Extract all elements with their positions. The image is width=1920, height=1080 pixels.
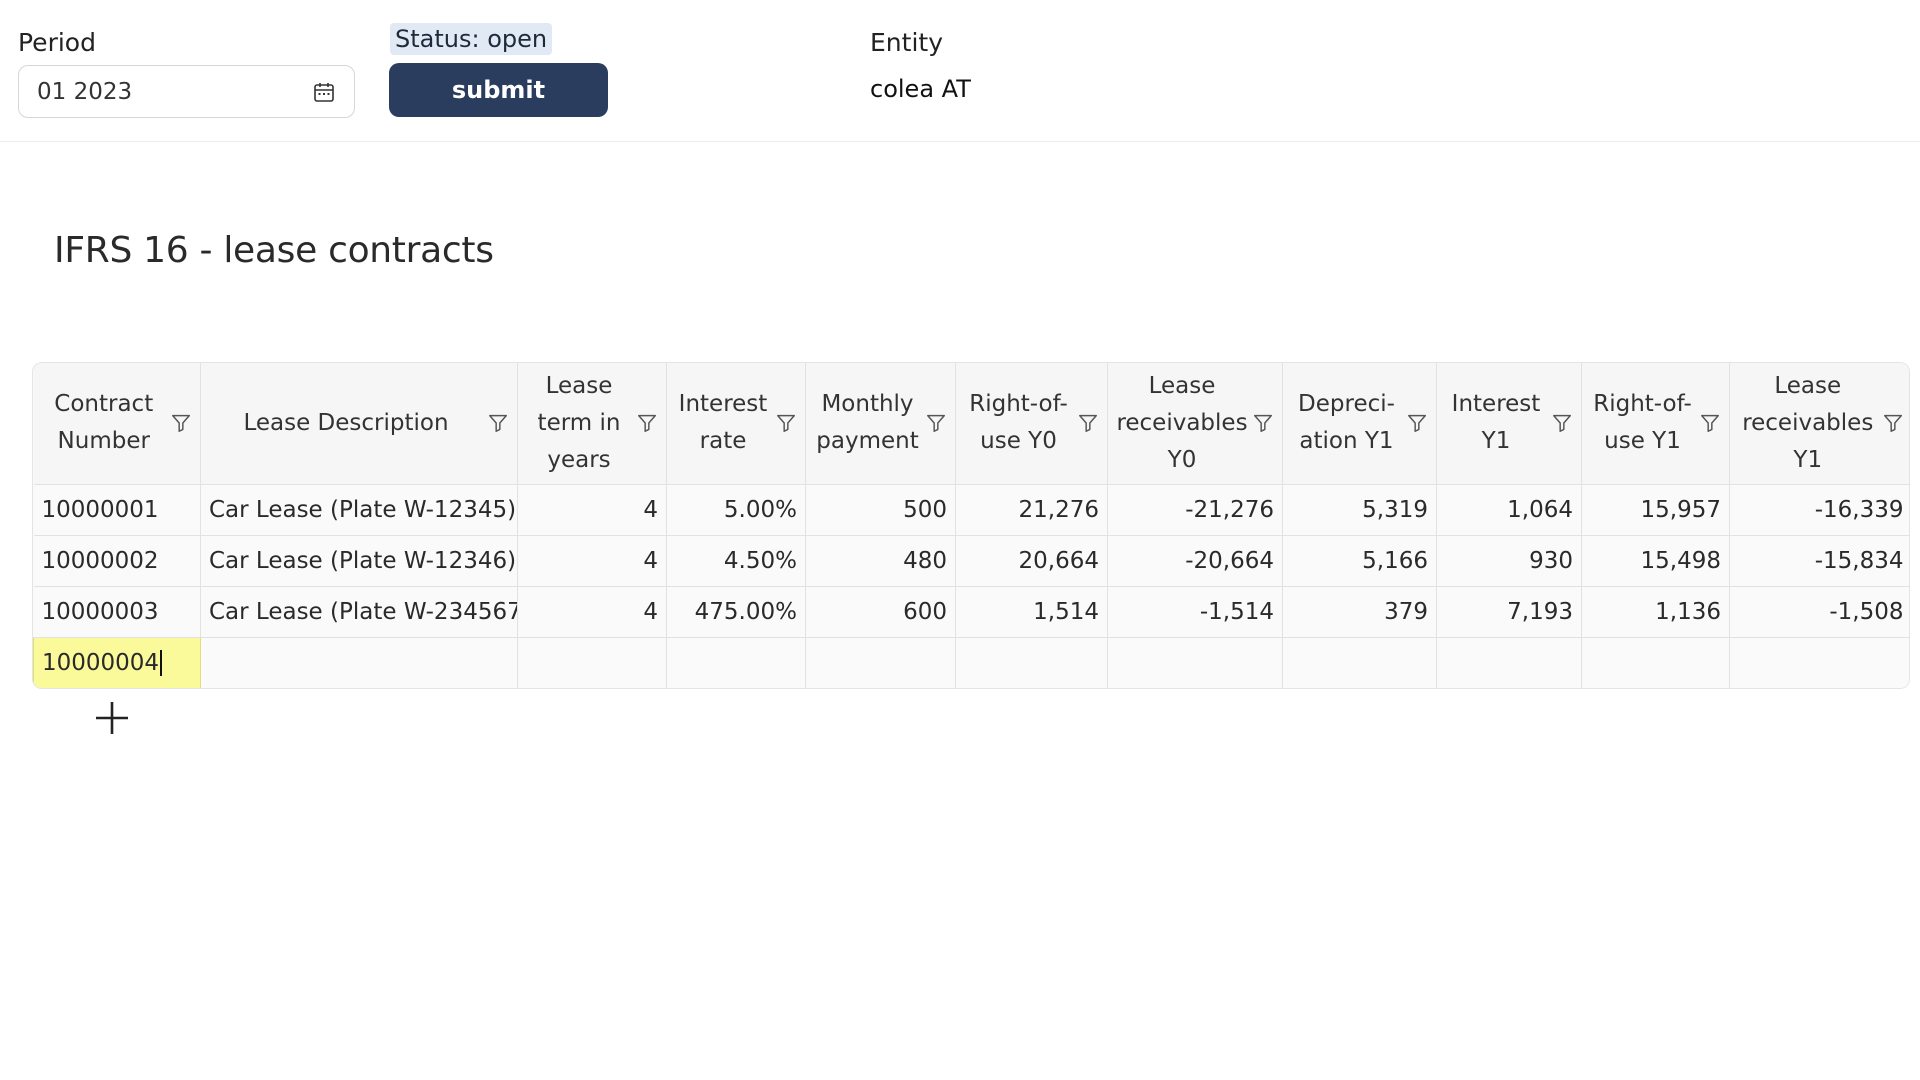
column-header[interactable]: Right-of-use Y0 xyxy=(955,363,1108,485)
table-cell[interactable]: -1,508 xyxy=(1729,586,1909,638)
column-header-label: Lease Description xyxy=(243,409,449,436)
lease-contracts-table: Contract Number Lease Description Lease te… xyxy=(32,362,1910,689)
table-cell[interactable]: -20,664 xyxy=(1107,535,1283,587)
table-cell[interactable]: -21,276 xyxy=(1107,484,1283,536)
table-cell[interactable]: 15,957 xyxy=(1581,484,1730,536)
filter-icon[interactable] xyxy=(1699,412,1721,434)
table-cell[interactable]: 4 xyxy=(517,586,667,638)
table-cell[interactable]: 10000003 xyxy=(33,586,201,638)
table-row: 10000002 Car Lease (Plate W-12346) 4 4.50% 4… xyxy=(33,535,1909,587)
empty-cell[interactable] xyxy=(1729,637,1909,688)
table-cell[interactable]: Car Lease (Plate W-12346) xyxy=(200,535,518,587)
table-cell[interactable]: Car Lease (Plate W-234567) xyxy=(200,586,518,638)
table-cell[interactable]: -1,514 xyxy=(1107,586,1283,638)
column-header-label: Lease receivables Y1 xyxy=(1742,372,1874,473)
filter-icon[interactable] xyxy=(170,412,192,434)
table-cell[interactable]: -15,834 xyxy=(1729,535,1909,587)
column-header-label: Right-of-use Y0 xyxy=(969,391,1068,455)
column-header[interactable]: Lease Description xyxy=(200,363,518,485)
table-cell[interactable]: 930 xyxy=(1436,535,1582,587)
table-cell[interactable]: 4.50% xyxy=(666,535,806,587)
new-table-row: 10000004 xyxy=(33,636,1909,688)
table-cell[interactable]: 475.00% xyxy=(666,586,806,638)
empty-cell[interactable] xyxy=(200,637,518,688)
table-cell[interactable]: 600 xyxy=(805,586,956,638)
column-header[interactable]: Monthly payment xyxy=(805,363,956,485)
calendar-icon[interactable] xyxy=(312,80,336,104)
column-header-label: Lease term in years xyxy=(537,372,621,473)
column-header[interactable]: Right-of-use Y1 xyxy=(1581,363,1730,485)
period-value: 01 2023 xyxy=(37,78,133,105)
table-cell[interactable]: 20,664 xyxy=(955,535,1108,587)
add-row-button[interactable] xyxy=(92,698,132,738)
entity-value: colea AT xyxy=(870,75,971,103)
column-header[interactable]: Lease receivables Y1 xyxy=(1729,363,1909,485)
table-cell[interactable]: 379 xyxy=(1282,586,1437,638)
contract-number-value: 10000004 xyxy=(42,649,160,676)
table-cell[interactable]: 7,193 xyxy=(1436,586,1582,638)
column-header[interactable]: Depreci-ation Y1 xyxy=(1282,363,1437,485)
table-cell[interactable]: 5,166 xyxy=(1282,535,1437,587)
column-header-label: Contract Number xyxy=(54,391,154,455)
filter-icon[interactable] xyxy=(775,412,797,434)
filter-icon[interactable] xyxy=(1882,412,1904,434)
table-cell[interactable]: -16,339 xyxy=(1729,484,1909,536)
table-cell[interactable]: 1,064 xyxy=(1436,484,1582,536)
table-cell[interactable]: 10000002 xyxy=(33,535,201,587)
table-row: 10000003 Car Lease (Plate W-234567) 4 475.0… xyxy=(33,586,1909,638)
entity-label: Entity xyxy=(870,28,943,57)
page-title: IFRS 16 - lease contracts xyxy=(54,230,494,271)
table-body: 10000001 Car Lease (Plate W-12345) 4 5.00% 5… xyxy=(33,484,1909,688)
table-cell[interactable]: 10000001 xyxy=(33,484,201,536)
empty-cell[interactable] xyxy=(666,637,806,688)
top-bar: Period 01 2023 Status: open submit Entit… xyxy=(0,0,1920,142)
column-header-label: Interest Y1 xyxy=(1451,391,1541,455)
submit-button[interactable]: submit xyxy=(389,63,608,117)
table-header-row: Contract Number Lease Description Lease te… xyxy=(33,363,1909,485)
empty-cell[interactable] xyxy=(1107,637,1283,688)
column-header[interactable]: Contract Number xyxy=(33,363,201,485)
table-cell[interactable]: 5,319 xyxy=(1282,484,1437,536)
column-header[interactable]: Lease term in years xyxy=(517,363,667,485)
empty-cell[interactable] xyxy=(805,637,956,688)
table-cell[interactable]: Car Lease (Plate W-12345) xyxy=(200,484,518,536)
period-date-picker[interactable]: 01 2023 xyxy=(18,65,355,118)
table-cell[interactable]: 5.00% xyxy=(666,484,806,536)
period-label: Period xyxy=(18,28,96,57)
contract-number-input[interactable]: 10000004 xyxy=(33,636,201,688)
filter-icon[interactable] xyxy=(1252,412,1274,434)
table-cell[interactable]: 1,136 xyxy=(1581,586,1730,638)
filter-icon[interactable] xyxy=(1077,412,1099,434)
table-cell[interactable]: 4 xyxy=(517,535,667,587)
table-cell[interactable]: 1,514 xyxy=(955,586,1108,638)
filter-icon[interactable] xyxy=(1406,412,1428,434)
column-header[interactable]: Interest Y1 xyxy=(1436,363,1582,485)
table-cell[interactable]: 4 xyxy=(517,484,667,536)
plus-icon xyxy=(96,702,128,734)
column-header-label: Depreci-ation Y1 xyxy=(1298,391,1395,455)
filter-icon[interactable] xyxy=(1551,412,1573,434)
filter-icon[interactable] xyxy=(925,412,947,434)
table-row: 10000001 Car Lease (Plate W-12345) 4 5.00% 5… xyxy=(33,484,1909,536)
filter-icon[interactable] xyxy=(487,412,509,434)
status-badge: Status: open xyxy=(390,23,553,55)
column-header-label: Interest rate xyxy=(678,391,768,455)
empty-cell[interactable] xyxy=(1436,637,1582,688)
column-header[interactable]: Lease receivables Y0 xyxy=(1107,363,1283,485)
empty-cell[interactable] xyxy=(955,637,1108,688)
column-header[interactable]: Interest rate xyxy=(666,363,806,485)
empty-cell[interactable] xyxy=(1282,637,1437,688)
table-cell[interactable]: 500 xyxy=(805,484,956,536)
table-cell[interactable]: 21,276 xyxy=(955,484,1108,536)
column-header-label: Right-of-use Y1 xyxy=(1593,391,1692,455)
column-header-label: Monthly payment xyxy=(816,391,919,455)
column-header-label: Lease receivables Y0 xyxy=(1116,372,1248,473)
empty-cell[interactable] xyxy=(517,637,667,688)
filter-icon[interactable] xyxy=(636,412,658,434)
table-cell[interactable]: 15,498 xyxy=(1581,535,1730,587)
table-cell[interactable]: 480 xyxy=(805,535,956,587)
empty-cell[interactable] xyxy=(1581,637,1730,688)
text-cursor xyxy=(160,650,163,676)
